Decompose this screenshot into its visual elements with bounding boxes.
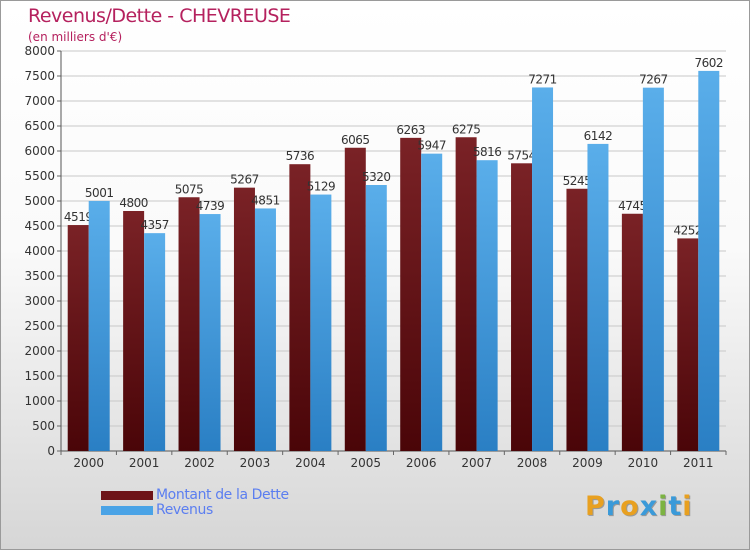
bar-dette [233, 187, 255, 451]
y-tick-label: 0 [47, 444, 55, 458]
bar-revenus [532, 87, 554, 451]
data-label-dette: 6275 [452, 122, 481, 136]
data-label-revenus: 7271 [528, 72, 557, 86]
bar-revenus [421, 153, 443, 451]
logo-letter: i [682, 491, 693, 522]
x-tick-label: 2009 [572, 456, 603, 470]
data-label-revenus: 7267 [639, 73, 668, 87]
bar-revenus [310, 194, 332, 452]
logo-letter: r [605, 491, 621, 522]
bar-revenus [698, 70, 720, 452]
y-tick-label: 2500 [24, 319, 55, 333]
legend-label-dette: Montant de la Dette [156, 487, 289, 503]
bar-revenus [88, 200, 110, 451]
data-label-dette: 4252 [674, 223, 703, 237]
x-tick-label: 2006 [406, 456, 437, 470]
x-tick-label: 2001 [129, 456, 160, 470]
bar-dette [455, 137, 477, 451]
x-tick-label: 2011 [683, 456, 714, 470]
bar-revenus [476, 160, 498, 451]
bar-dette [344, 147, 366, 451]
y-tick-label: 5000 [24, 194, 55, 208]
data-label-revenus: 6142 [584, 129, 613, 143]
data-label-revenus: 7602 [695, 56, 724, 70]
bar-dette [289, 164, 311, 451]
data-label-dette: 5075 [175, 182, 204, 196]
legend-label-revenus: Revenus [156, 502, 213, 518]
chart-title: Revenus/Dette - CHEVREUSE [28, 5, 291, 27]
x-tick-label: 2004 [295, 456, 326, 470]
logo-letter: o [620, 491, 640, 522]
logo-letter: t [668, 491, 683, 522]
data-label-revenus: 5129 [307, 180, 336, 194]
data-label-dette: 5754 [507, 148, 536, 162]
x-tick-label: 2008 [517, 456, 548, 470]
y-tick-label: 2000 [24, 344, 55, 358]
logo-letter: i [658, 491, 669, 522]
data-label-dette: 6065 [341, 133, 370, 147]
y-tick-label: 500 [32, 419, 55, 433]
bar-dette [677, 238, 699, 451]
bar-dette [511, 163, 533, 452]
data-label-dette: 5245 [563, 174, 592, 188]
x-tick-label: 2002 [184, 456, 215, 470]
bar-dette [178, 197, 200, 451]
y-tick-label: 3000 [24, 294, 55, 308]
data-label-dette: 4745 [618, 199, 647, 213]
bar-revenus [642, 87, 664, 452]
data-label-revenus: 5947 [417, 139, 446, 153]
data-label-revenus: 5816 [473, 145, 502, 159]
y-tick-label: 7000 [24, 94, 55, 108]
bar-revenus [365, 185, 387, 451]
y-tick-label: 4500 [24, 219, 55, 233]
logo-letter: x [639, 491, 659, 522]
y-tick-label: 1500 [24, 369, 55, 383]
bar-dette [566, 188, 588, 451]
bar-dette [123, 211, 145, 451]
bar-revenus [587, 143, 609, 451]
bar-revenus [144, 233, 166, 451]
bar-dette [621, 213, 643, 451]
data-label-dette: 5736 [286, 149, 315, 163]
y-tick-label: 8000 [24, 44, 55, 58]
bar-revenus [199, 214, 221, 451]
y-tick-label: 6000 [24, 144, 55, 158]
data-label-dette: 4519 [64, 210, 93, 224]
bar-revenus [254, 208, 276, 451]
proxiti-logo: Proxiti [585, 491, 693, 522]
data-label-dette: 6263 [396, 123, 425, 137]
x-tick-label: 2005 [351, 456, 382, 470]
y-tick-label: 6500 [24, 119, 55, 133]
y-tick-label: 1000 [24, 394, 55, 408]
data-label-dette: 4800 [119, 196, 148, 210]
data-label-revenus: 5001 [85, 186, 114, 200]
data-label-revenus: 4739 [196, 199, 225, 213]
x-tick-label: 2003 [240, 456, 271, 470]
data-label-revenus: 5320 [362, 170, 391, 184]
data-label-revenus: 4357 [140, 218, 169, 232]
logo-letter: P [585, 491, 606, 522]
legend-swatch-dette [101, 491, 153, 500]
chart-subtitle: (en milliers d'€) [28, 30, 123, 44]
y-tick-label: 5500 [24, 169, 55, 183]
legend-swatch-revenus [101, 506, 153, 515]
bar-dette [400, 137, 422, 451]
data-label-revenus: 4851 [251, 193, 280, 207]
bar-dette [67, 225, 89, 451]
y-tick-label: 7500 [24, 69, 55, 83]
x-tick-label: 2000 [73, 456, 104, 470]
y-tick-label: 3500 [24, 269, 55, 283]
x-tick-label: 2010 [628, 456, 659, 470]
y-tick-label: 4000 [24, 244, 55, 258]
x-tick-label: 2007 [461, 456, 492, 470]
data-label-dette: 5267 [230, 173, 259, 187]
